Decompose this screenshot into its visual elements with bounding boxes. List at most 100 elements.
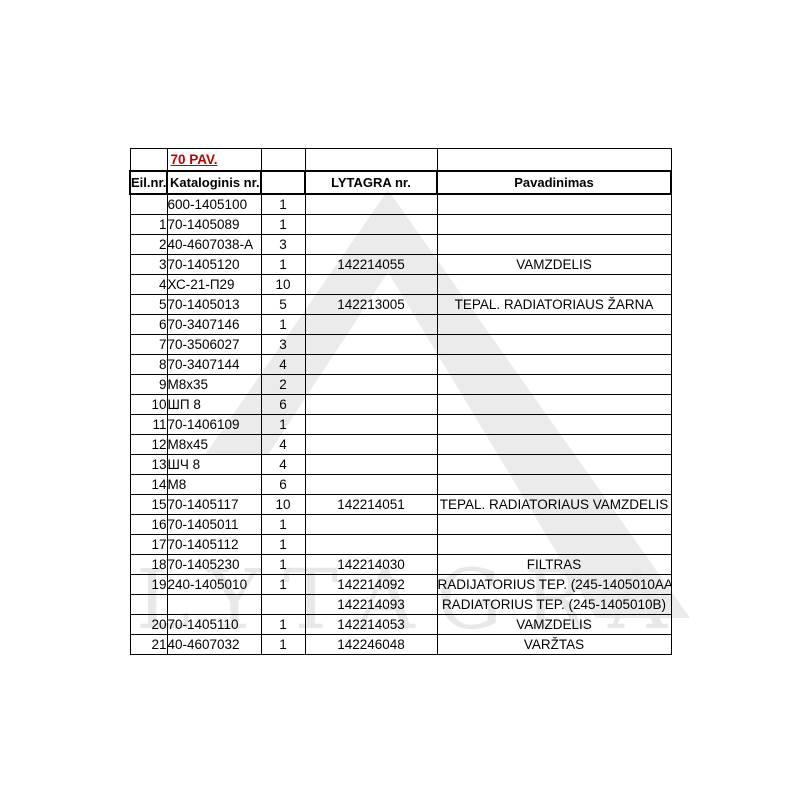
cell-pavadinimas: TEPAL. RADIATORIAUS ŽARNA (436, 294, 672, 315)
cell-eil-nr: 11 (129, 414, 168, 435)
cell-lytagra-nr: 142214092 (304, 574, 438, 595)
cell-pavadinimas (436, 354, 672, 375)
parts-table-container: 70 PAV. Eil.nr. Kataloginis nr. LYTAGRA … (129, 148, 672, 655)
cell-pavadinimas (436, 374, 672, 395)
cell-qty: 3 (260, 234, 306, 255)
cell-kataloginis-nr: 70-1405117 (166, 494, 262, 515)
cell-eil-nr: 6 (129, 314, 168, 335)
cell-kataloginis-nr: 40-4607038-A (166, 234, 262, 255)
table-row: 7 70-3506027 3 (129, 334, 672, 355)
table-row: 20 70-1405110 1 142214053 VAMZDELIS (129, 614, 672, 635)
cell-lytagra-nr: 142214093 (304, 594, 438, 615)
cell-kataloginis-nr (166, 594, 262, 615)
cell-eil-nr: 21 (129, 634, 168, 655)
table-row: 12 M8x45 4 (129, 434, 672, 455)
cell-pavadinimas (436, 414, 672, 435)
cell-qty: 1 (260, 614, 306, 635)
cell-eil-nr: 8 (129, 354, 168, 375)
cell-pavadinimas: RADIJATORIUS TEP. (245-1405010AA) (436, 574, 672, 595)
cell-qty: 1 (260, 414, 306, 435)
cell-qty: 3 (260, 334, 306, 355)
cell-kataloginis-nr: 70-1406109 (166, 414, 262, 435)
cell-eil-nr: 16 (129, 514, 168, 535)
table-row: 4 ХС-21-П29 10 (129, 274, 672, 295)
cell-eil-nr: 20 (129, 614, 168, 635)
cell-pavadinimas (436, 534, 672, 555)
table-row: 3 70-1405120 1 142214055 VAMZDELIS (129, 254, 672, 275)
cell-lytagra-nr (304, 414, 438, 435)
cell-lytagra-nr: 142214030 (304, 554, 438, 575)
table-row: 8 70-3407144 4 (129, 354, 672, 375)
parts-table: 70 PAV. Eil.nr. Kataloginis nr. LYTAGRA … (129, 148, 672, 655)
cell-kataloginis-nr: M8x45 (166, 434, 262, 455)
cell-qty: 5 (260, 294, 306, 315)
cell-lytagra-nr (304, 394, 438, 415)
cell-pavadinimas (436, 474, 672, 495)
cell-pavadinimas (436, 193, 672, 215)
table-row: 142214093 RADIATORIUS TEP. (245-1405010B… (129, 594, 672, 615)
table-row: 13 ШЧ 8 4 (129, 454, 672, 475)
cell-eil-nr: 5 (129, 294, 168, 315)
cell-lytagra-nr (304, 534, 438, 555)
cell-pavadinimas (436, 334, 672, 355)
cell-lytagra-nr (304, 374, 438, 395)
cell-qty: 1 (260, 574, 306, 595)
cell-lytagra-nr: 142246048 (304, 634, 438, 655)
table-body: 600-1405100 1 1 70-1405089 1 2 40-460703… (129, 193, 672, 655)
cell-kataloginis-nr: 70-3407146 (166, 314, 262, 335)
cell-kataloginis-nr: ШЧ 8 (166, 454, 262, 475)
cell-pavadinimas: VAMZDELIS (436, 614, 672, 635)
cell-eil-nr (129, 594, 168, 615)
cell-lytagra-nr (304, 274, 438, 295)
cell-pavadinimas (436, 514, 672, 535)
cell-kataloginis-nr: 70-1405112 (166, 534, 262, 555)
cell-lytagra-nr: 142213005 (304, 294, 438, 315)
cell-lytagra-nr (304, 354, 438, 375)
cell-eil-nr: 17 (129, 534, 168, 555)
column-header-kataloginis-nr: Kataloginis nr. (166, 170, 262, 195)
column-header-pavadinimas: Pavadinimas (436, 170, 672, 195)
cell-lytagra-nr (304, 234, 438, 255)
title-spacer-cell (260, 148, 306, 172)
table-row: 6 70-3407146 1 (129, 314, 672, 335)
cell-eil-nr: 19 (129, 574, 168, 595)
cell-eil-nr (129, 193, 168, 215)
cell-eil-nr: 14 (129, 474, 168, 495)
cell-eil-nr: 15 (129, 494, 168, 515)
cell-eil-nr: 7 (129, 334, 168, 355)
title-spacer-cell (304, 148, 438, 172)
title-spacer-cell (436, 148, 672, 172)
cell-lytagra-nr (304, 454, 438, 475)
cell-eil-nr: 18 (129, 554, 168, 575)
column-header-lytagra-nr: LYTAGRA nr. (304, 170, 438, 195)
cell-qty: 1 (260, 193, 306, 215)
cell-pavadinimas: RADIATORIUS TEP. (245-1405010B) (436, 594, 672, 615)
cell-lytagra-nr (304, 514, 438, 535)
cell-kataloginis-nr: 70-1405110 (166, 614, 262, 635)
cell-kataloginis-nr: 40-4607032 (166, 634, 262, 655)
page-title: 70 PAV. (166, 148, 262, 172)
cell-pavadinimas: FILTRAS (436, 554, 672, 575)
table-row: 19 240-1405010 1 142214092 RADIJATORIUS … (129, 574, 672, 595)
cell-pavadinimas (436, 314, 672, 335)
table-row: 9 M8x35 2 (129, 374, 672, 395)
cell-pavadinimas (436, 394, 672, 415)
cell-pavadinimas: TEPAL. RADIATORIAUS VAMZDELIS (436, 494, 672, 515)
cell-pavadinimas: VARŽTAS (436, 634, 672, 655)
column-header-eil-nr: Eil.nr. (129, 170, 168, 195)
table-row: 21 40-4607032 1 142246048 VARŽTAS (129, 634, 672, 655)
cell-eil-nr: 9 (129, 374, 168, 395)
cell-qty: 6 (260, 474, 306, 495)
table-row: 18 70-1405230 1 142214030 FILTRAS (129, 554, 672, 575)
cell-lytagra-nr (304, 334, 438, 355)
cell-eil-nr: 2 (129, 234, 168, 255)
column-header-qty (260, 170, 306, 195)
cell-qty: 1 (260, 534, 306, 555)
cell-qty (260, 594, 306, 615)
cell-lytagra-nr: 142214055 (304, 254, 438, 275)
table-row: 11 70-1406109 1 (129, 414, 672, 435)
cell-qty: 1 (260, 254, 306, 275)
cell-qty: 1 (260, 214, 306, 235)
cell-kataloginis-nr: 70-1405230 (166, 554, 262, 575)
